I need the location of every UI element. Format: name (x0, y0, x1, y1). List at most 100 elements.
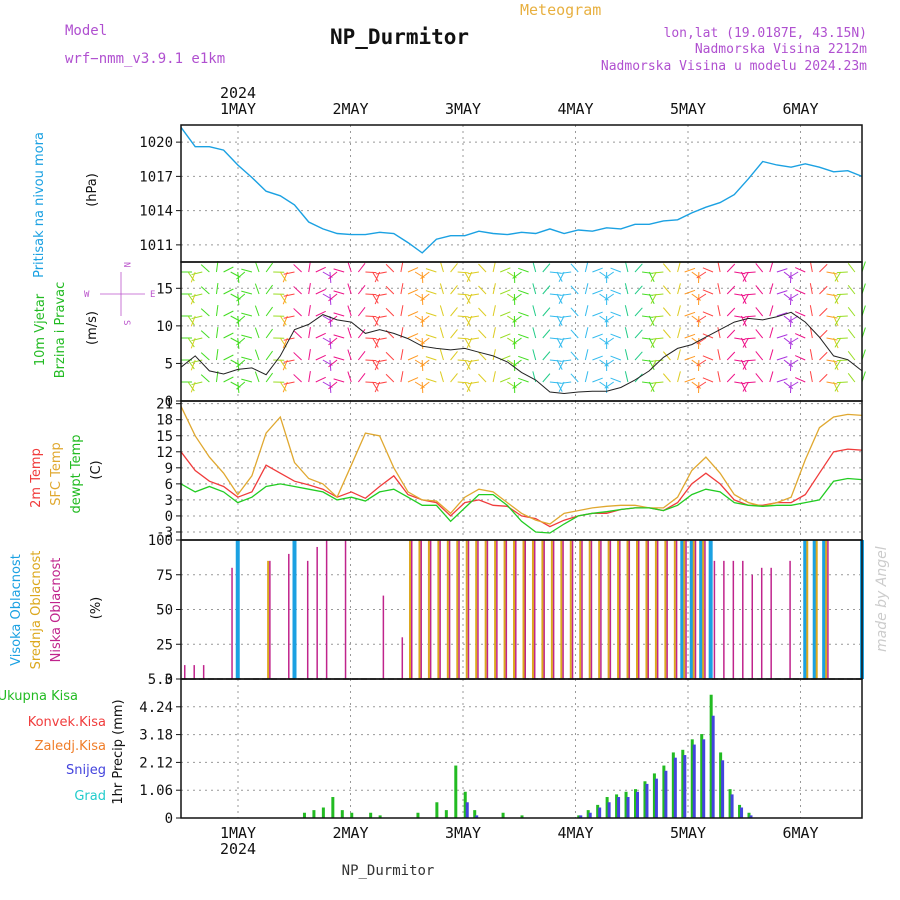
wind-barb (847, 306, 856, 317)
tick-label: 10 (156, 319, 173, 335)
cloud-low-bar (732, 560, 735, 679)
wind-barb (642, 271, 654, 274)
wind-barb (634, 285, 643, 295)
wind-barb (215, 305, 219, 317)
coords-label: lon,lat (19.0187E, 43.15N) (664, 26, 868, 41)
temp-label1: 2m Temp (29, 448, 44, 508)
wind-barb (717, 327, 721, 339)
precip-total-bar (340, 810, 344, 818)
wind-barb (200, 308, 210, 317)
cloud-high-bar (689, 540, 694, 679)
wind-barb (283, 315, 295, 319)
wind-barb (191, 293, 203, 298)
wind-barb (467, 381, 480, 385)
wind-barb (648, 315, 655, 327)
wind-barb (365, 315, 377, 318)
wind-barb (702, 377, 714, 383)
wind-barb (570, 373, 579, 383)
tick-label: 18 (156, 413, 173, 429)
wind-barb (223, 310, 234, 317)
wind-barb (734, 293, 746, 297)
wind-barb (634, 307, 643, 317)
precip-total-bar (378, 815, 382, 818)
wind-barb (241, 356, 253, 361)
wind-barb (556, 293, 563, 304)
wind-barb (650, 315, 657, 326)
cloud-mid-bar (531, 540, 534, 679)
wind-barb (191, 359, 203, 364)
cloud-low-bar (458, 540, 460, 679)
wind-barb (518, 333, 529, 339)
cloud-low-bar (420, 540, 422, 679)
precip-snow-bar (607, 802, 611, 818)
wind-barb (558, 381, 565, 393)
wind-barb (833, 271, 839, 283)
wind-barb (742, 359, 749, 370)
precip-snow-bar (617, 797, 621, 818)
cloud-low-bar (609, 540, 612, 679)
tick-label: 21 (156, 397, 173, 413)
wind-barb (834, 359, 842, 370)
precip-total-bar (719, 752, 723, 818)
wind-barb (624, 261, 629, 273)
precip-total-bar (671, 752, 675, 818)
wind-barb (836, 271, 848, 274)
precip-total-bar (615, 794, 619, 818)
wind-barb (809, 327, 813, 339)
precip-total-bar (473, 810, 477, 818)
cloud-low-bar (694, 540, 697, 679)
wind-barb (347, 349, 352, 361)
wind-barb (788, 293, 799, 301)
wind-barb (265, 284, 273, 295)
precip-total-bar (312, 810, 316, 818)
wind-barb (187, 293, 195, 304)
precip-total-bar (444, 810, 448, 818)
precip-snow-bar (626, 797, 630, 818)
wind-barb (769, 371, 774, 383)
wind-barb (833, 293, 839, 305)
cloud-mid-bar (673, 540, 676, 679)
wind-barb (372, 315, 379, 326)
precip-snow-bar (598, 807, 602, 818)
cloud-low-bar (505, 540, 508, 679)
wind-barb (420, 293, 430, 302)
wind-barb (696, 381, 707, 389)
cloud-high-bar (708, 540, 713, 679)
wind-barb (788, 381, 799, 389)
wind-barb (833, 381, 839, 393)
wind-barb (648, 337, 655, 349)
cloud-mid-bar (541, 540, 544, 679)
wind-barb (684, 267, 696, 273)
tick-label: 50 (156, 603, 173, 619)
wind-barb (776, 356, 788, 361)
wind-barb (236, 359, 246, 368)
tick-label: 9 (165, 461, 173, 477)
wind-barb (744, 359, 756, 362)
temp-label2: SFC Temp (49, 442, 64, 506)
wind-barb (518, 355, 529, 361)
wind-barb (610, 311, 621, 317)
cloud-mid-bar (654, 540, 657, 679)
cloud-low-bar (344, 540, 347, 679)
wind-barb (357, 262, 366, 273)
wind-barb (254, 283, 260, 295)
wind-barb (478, 329, 487, 339)
sfc-temp-line (180, 406, 863, 525)
wind-barb (492, 283, 496, 295)
cloud-low-bar (647, 540, 649, 679)
wind-barb (407, 267, 419, 273)
pressure-label: Pritisak na nivou mora (32, 132, 47, 278)
wind-barb (187, 359, 195, 370)
wind-barb (241, 312, 253, 317)
wind-barb (696, 271, 707, 279)
wind-barb (518, 289, 529, 295)
precip-total-bar (738, 804, 742, 818)
wind-barb (187, 337, 195, 348)
cloud-high-bar (812, 540, 817, 679)
wind-label2: Brzina i Pravac (53, 282, 68, 379)
wind-barb (742, 381, 749, 392)
wind-barb (755, 285, 764, 295)
wind-barb (512, 359, 522, 367)
wind-barb (478, 285, 487, 295)
wind-barb (512, 315, 522, 323)
